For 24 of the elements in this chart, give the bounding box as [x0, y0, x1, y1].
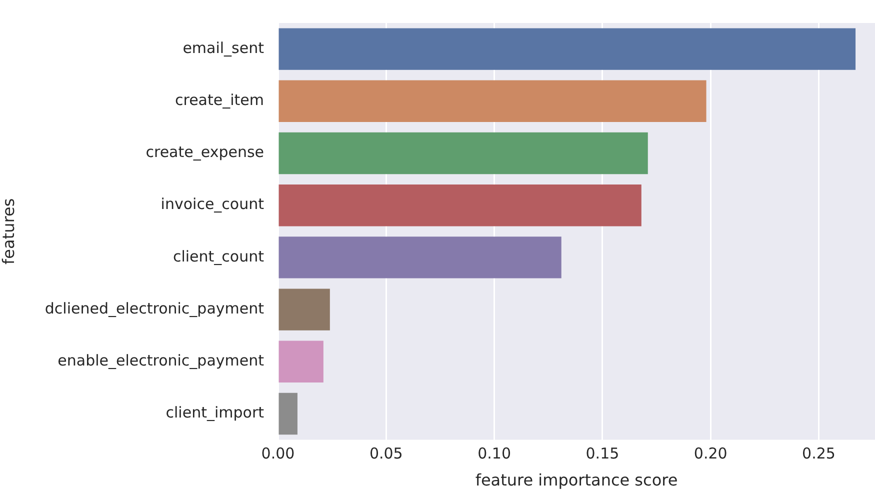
y-axis-title: features — [0, 198, 18, 264]
y-tick-label: client_import — [166, 404, 264, 422]
bar — [278, 340, 324, 382]
y-tick-label: enable_electronic_payment — [58, 352, 264, 370]
y-tick-label: create_expense — [146, 143, 264, 162]
x-tick-label: 0.20 — [694, 444, 728, 463]
bar — [278, 392, 298, 435]
bar — [278, 184, 642, 226]
bar — [278, 236, 562, 278]
y-tick-label: client_count — [172, 247, 264, 266]
x-axis-title: feature importance score — [475, 470, 678, 490]
x-tick-label: 0.00 — [261, 444, 295, 463]
x-tick-label: 0.10 — [478, 444, 512, 463]
bar — [278, 28, 856, 70]
y-tick-label: create_item — [174, 91, 264, 110]
bar — [278, 132, 648, 174]
x-tick-label: 0.25 — [802, 444, 836, 463]
x-tick-label: 0.05 — [369, 444, 403, 463]
x-tick-label: 0.15 — [586, 444, 620, 463]
y-tick-label: invoice_count — [160, 195, 264, 214]
y-tick-label: email_sent — [182, 38, 264, 57]
bar — [278, 80, 706, 122]
bar — [278, 288, 330, 330]
y-tick-label: dcliened_electronic_payment — [44, 299, 264, 318]
